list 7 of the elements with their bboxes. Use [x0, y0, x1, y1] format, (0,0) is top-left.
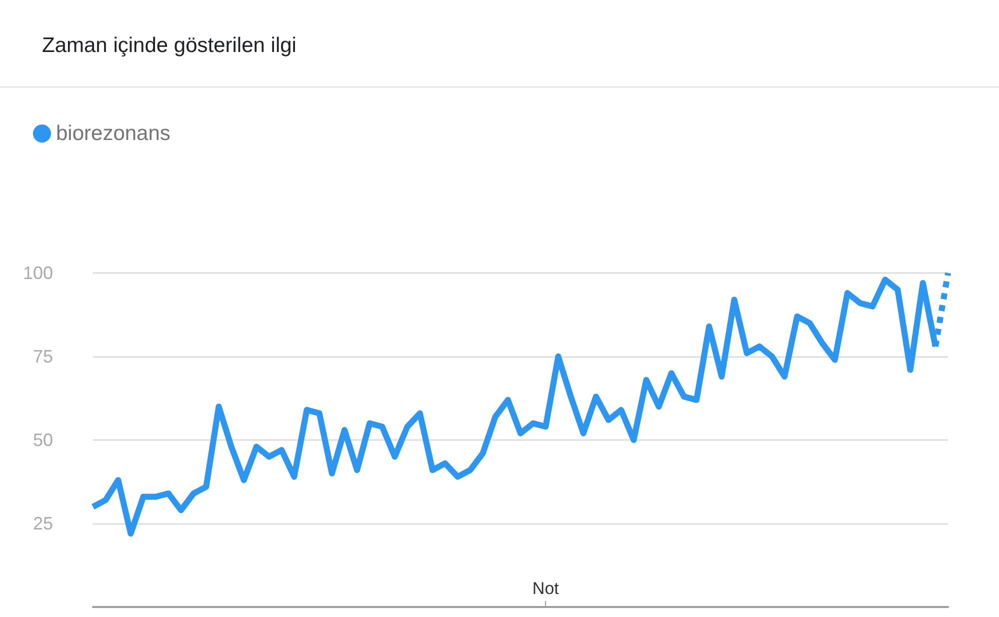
- x-tick-label: Not: [532, 579, 560, 598]
- y-tick-label: 25: [32, 514, 53, 534]
- y-tick-label: 50: [32, 430, 53, 450]
- chart-title: Zaman içinde gösterilen ilgi: [42, 34, 296, 57]
- y-tick-label: 100: [22, 263, 53, 283]
- y-tick-label: 75: [32, 346, 53, 366]
- legend-label: biorezonans: [56, 122, 170, 145]
